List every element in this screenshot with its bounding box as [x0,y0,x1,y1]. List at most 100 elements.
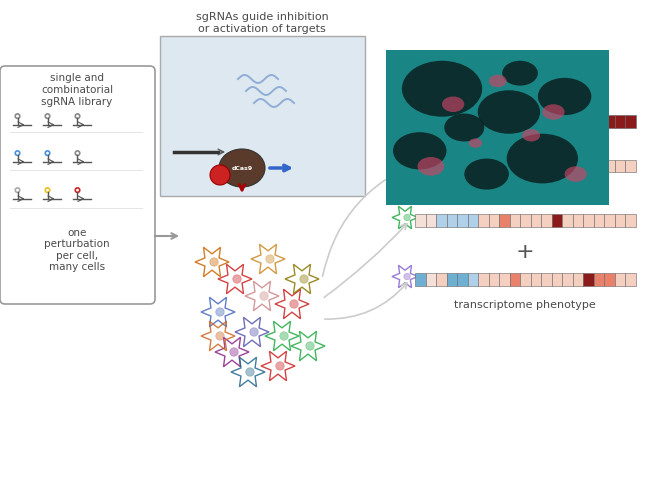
Bar [552,214,562,227]
Bar [499,116,510,128]
Circle shape [280,332,288,341]
Circle shape [245,368,255,377]
Bar [594,160,604,173]
Text: one
perturbation
per cell,
many cells: one perturbation per cell, many cells [44,227,110,272]
Circle shape [210,258,218,267]
Bar [488,160,499,173]
Circle shape [233,275,241,284]
Bar [562,273,572,286]
Bar [488,214,499,227]
Circle shape [250,328,258,336]
Bar [583,214,594,227]
Circle shape [404,158,410,165]
Circle shape [210,166,230,186]
Bar [478,273,488,286]
Bar [530,273,541,286]
Bar [426,116,436,128]
Bar [625,116,636,128]
Bar [604,273,614,286]
Bar [488,116,499,128]
Bar [552,273,562,286]
Bar [436,160,446,173]
Bar [594,116,604,128]
Bar [468,273,478,286]
Bar [446,116,457,128]
Bar [625,214,636,227]
Circle shape [216,332,224,341]
Bar [510,160,520,173]
Bar [457,160,468,173]
Circle shape [404,215,410,221]
Circle shape [216,308,224,317]
Bar [625,160,636,173]
Bar [499,214,510,227]
Text: single and
combinatorial
sgRNA library: single and combinatorial sgRNA library [41,73,113,106]
Text: ≈: ≈ [516,136,534,155]
Bar [604,214,614,227]
Bar [446,273,457,286]
Bar [604,160,614,173]
Bar [426,160,436,173]
Bar [520,160,530,173]
Bar [499,160,510,173]
Bar [562,160,572,173]
Bar [457,214,468,227]
Bar [562,214,572,227]
Circle shape [260,292,268,301]
Bar [552,160,562,173]
Bar [614,160,625,173]
Bar [530,214,541,227]
Text: +: + [516,185,534,205]
Bar [436,116,446,128]
Bar [510,273,520,286]
Bar [541,160,552,173]
Bar [572,160,583,173]
FancyBboxPatch shape [160,37,365,197]
Circle shape [266,255,275,264]
Bar [594,214,604,227]
Bar [572,116,583,128]
Bar [530,116,541,128]
Bar [478,116,488,128]
Bar [614,273,625,286]
Circle shape [404,273,410,280]
Circle shape [230,348,238,357]
Bar [415,116,426,128]
Bar [520,273,530,286]
Bar [446,214,457,227]
Bar [604,116,614,128]
Bar [478,160,488,173]
Bar [625,273,636,286]
Bar [415,214,426,227]
Bar [510,116,520,128]
Bar [614,116,625,128]
Bar [572,214,583,227]
Bar [583,160,594,173]
Bar [530,160,541,173]
Text: +: + [516,242,534,261]
Bar [594,273,604,286]
Bar [426,214,436,227]
Bar [520,116,530,128]
Bar [541,116,552,128]
Bar [583,116,594,128]
Bar [436,273,446,286]
Bar [541,273,552,286]
FancyBboxPatch shape [0,67,155,304]
Bar [572,273,583,286]
Circle shape [306,342,314,350]
Bar [520,214,530,227]
Bar [436,214,446,227]
Bar [583,273,594,286]
Text: sgRNAs guide inhibition
or activation of targets: sgRNAs guide inhibition or activation of… [196,12,328,34]
Bar [457,273,468,286]
Bar [415,273,426,286]
Circle shape [290,300,298,309]
Bar [468,160,478,173]
Ellipse shape [219,150,265,188]
Bar [562,116,572,128]
Bar [468,116,478,128]
Bar [415,160,426,173]
Circle shape [276,362,284,370]
Bar [426,273,436,286]
